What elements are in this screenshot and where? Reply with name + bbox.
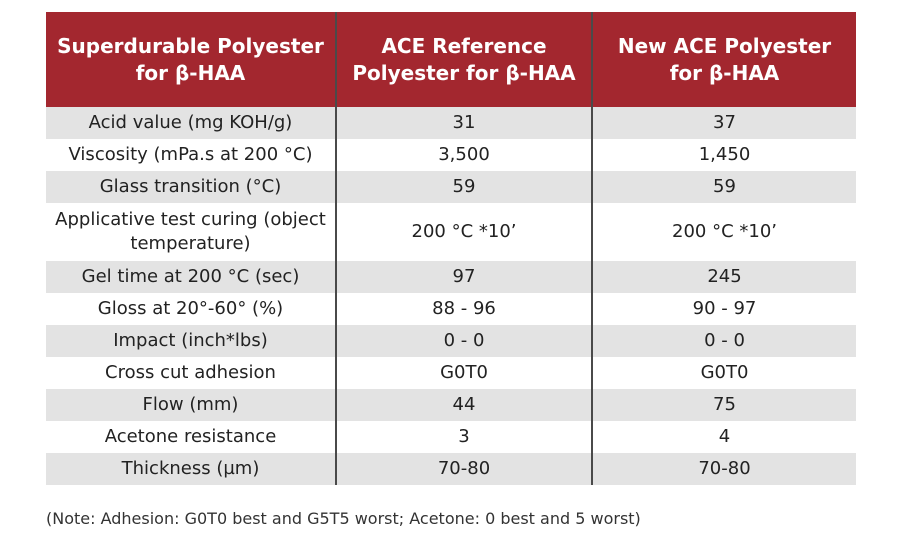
new-value-cell: 59 xyxy=(591,171,856,203)
reference-value-cell: 3 xyxy=(335,421,592,453)
property-cell: Gel time at 200 °C (sec) xyxy=(46,261,336,293)
table-row: Acetone resistance 3 4 xyxy=(46,421,856,453)
new-value-cell: 4 xyxy=(591,421,856,453)
header-new-ace-polyester: New ACE Polyester for β-HAA xyxy=(591,12,856,107)
table-row: Acid value (mg KOH/g) 31 37 xyxy=(46,107,856,139)
reference-value-cell: 0 - 0 xyxy=(335,325,592,357)
table-row: Gel time at 200 °C (sec) 97 245 xyxy=(46,261,856,293)
table-row: Flow (mm) 44 75 xyxy=(46,389,856,421)
property-cell: Gloss at 20°-60° (%) xyxy=(46,293,336,325)
property-cell: Applicative test curing (object temperat… xyxy=(46,203,336,261)
table-row: Thickness (µm) 70-80 70-80 xyxy=(46,453,856,485)
property-cell: Acid value (mg KOH/g) xyxy=(46,107,336,139)
new-value-cell: 200 °C *10’ xyxy=(591,203,856,261)
table-row: Applicative test curing (object temperat… xyxy=(46,203,856,261)
property-cell: Impact (inch*lbs) xyxy=(46,325,336,357)
table-footnote: (Note: Adhesion: G0T0 best and G5T5 wors… xyxy=(46,509,641,528)
new-value-cell: 37 xyxy=(591,107,856,139)
table-row: Viscosity (mPa.s at 200 °C) 3,500 1,450 xyxy=(46,139,856,171)
reference-value-cell: 200 °C *10’ xyxy=(335,203,592,261)
new-value-cell: 75 xyxy=(591,389,856,421)
property-cell: Cross cut adhesion xyxy=(46,357,336,389)
new-value-cell: 90 - 97 xyxy=(591,293,856,325)
reference-value-cell: 97 xyxy=(335,261,592,293)
property-cell: Thickness (µm) xyxy=(46,453,336,485)
table-row: Gloss at 20°-60° (%) 88 - 96 90 - 97 xyxy=(46,293,856,325)
table-header-row: Superdurable Polyester for β-HAA ACE Ref… xyxy=(46,12,856,107)
reference-value-cell: 44 xyxy=(335,389,592,421)
reference-value-cell: 3,500 xyxy=(335,139,592,171)
reference-value-cell: 59 xyxy=(335,171,592,203)
reference-value-cell: G0T0 xyxy=(335,357,592,389)
reference-value-cell: 31 xyxy=(335,107,592,139)
property-cell: Flow (mm) xyxy=(46,389,336,421)
new-value-cell: 70-80 xyxy=(591,453,856,485)
header-ace-reference-polyester: ACE Reference Polyester for β-HAA xyxy=(335,12,592,107)
table-row: Impact (inch*lbs) 0 - 0 0 - 0 xyxy=(46,325,856,357)
new-value-cell: 0 - 0 xyxy=(591,325,856,357)
property-cell: Viscosity (mPa.s at 200 °C) xyxy=(46,139,336,171)
new-value-cell: 1,450 xyxy=(591,139,856,171)
reference-value-cell: 88 - 96 xyxy=(335,293,592,325)
new-value-cell: 245 xyxy=(591,261,856,293)
property-cell: Acetone resistance xyxy=(46,421,336,453)
header-superdurable-polyester: Superdurable Polyester for β-HAA xyxy=(46,12,336,107)
property-cell: Glass transition (°C) xyxy=(46,171,336,203)
table-row: Glass transition (°C) 59 59 xyxy=(46,171,856,203)
comparison-table-container: Superdurable Polyester for β-HAA ACE Ref… xyxy=(46,12,856,485)
table-row: Cross cut adhesion G0T0 G0T0 xyxy=(46,357,856,389)
reference-value-cell: 70-80 xyxy=(335,453,592,485)
comparison-table: Superdurable Polyester for β-HAA ACE Ref… xyxy=(46,12,856,485)
new-value-cell: G0T0 xyxy=(591,357,856,389)
